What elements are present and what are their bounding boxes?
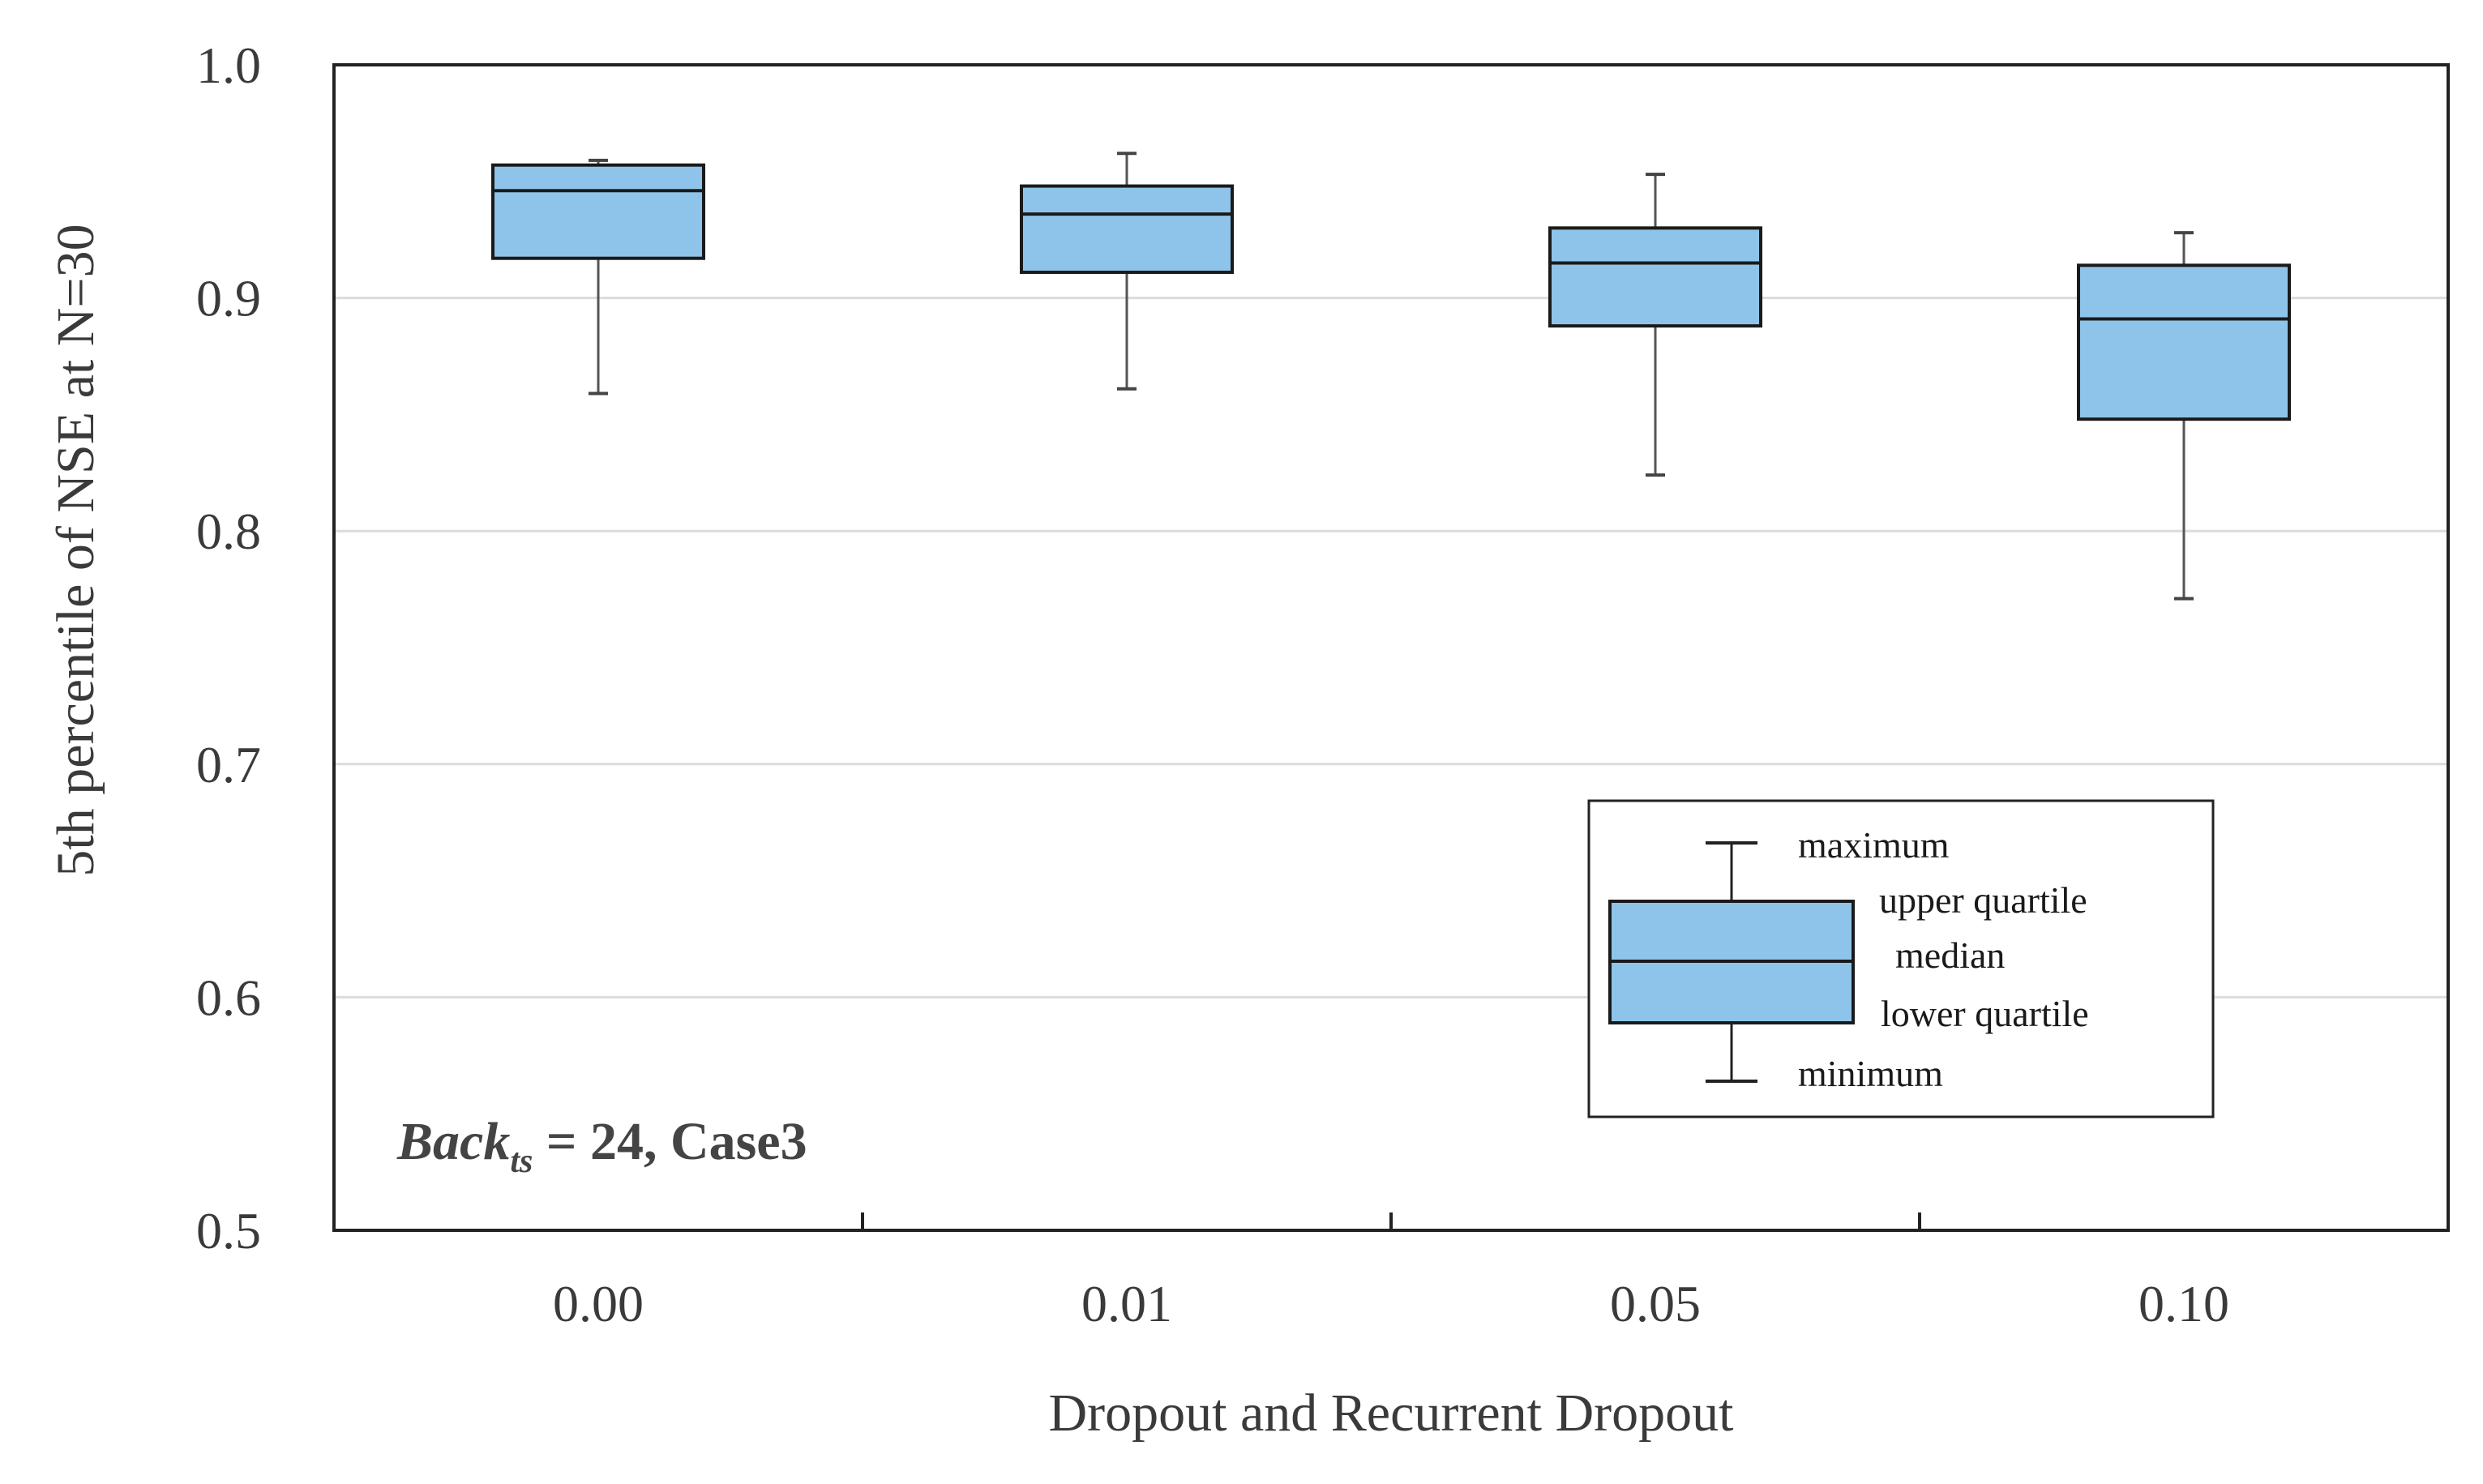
x-axis-tick-labels: 0.00 0.01 0.05 0.10 [553, 1275, 2229, 1332]
y-tick-label-0.9: 0.9 [196, 270, 261, 327]
case-annotation: Backts = 24, Case3 [396, 1112, 807, 1180]
x-tick-label-0.01: 0.01 [1081, 1275, 1172, 1332]
x-tick-label-0.00: 0.00 [553, 1275, 644, 1332]
x-axis-ticks [861, 1212, 1921, 1230]
iqr-box [491, 163, 705, 260]
box-0.01 [1020, 152, 1234, 391]
legend-label-median: median [1895, 934, 2005, 976]
legend-label-lower-quartile: lower quartile [1881, 993, 2089, 1034]
legend-label-maximum: maximum [1798, 824, 1950, 866]
legend-label-minimum: minimum [1798, 1053, 1943, 1094]
x-tick-label-0.05: 0.05 [1610, 1275, 1701, 1332]
y-axis-title: 5th percentile of NSE at N=30 [46, 224, 105, 876]
annotation-prefix: Back [396, 1112, 510, 1171]
y-tick-label-0.6: 0.6 [196, 969, 261, 1026]
annotation-suffix: = 24, Case3 [533, 1112, 807, 1171]
box-0.00 [491, 158, 705, 396]
x-axis-title: Dropout and Recurrent Dropout [1049, 1383, 1734, 1443]
iqr-box [1020, 184, 1234, 274]
y-axis-tick-labels: 0.5 0.6 0.7 0.8 0.9 1.0 [196, 36, 261, 1259]
box-0.05 [1548, 173, 1762, 477]
y-tick-label-0.8: 0.8 [196, 503, 261, 560]
x-tick-label-0.10: 0.10 [2138, 1275, 2229, 1332]
annotation-subscript: ts [510, 1143, 533, 1180]
box-series [491, 152, 2291, 601]
box-0.10 [2077, 231, 2291, 601]
iqr-box [2077, 263, 2291, 421]
legend: maximum upper quartile median lower quar… [1587, 799, 2215, 1118]
y-tick-label-0.5: 0.5 [196, 1202, 261, 1259]
legend-label-upper-quartile: upper quartile [1879, 879, 2087, 921]
iqr-box [1548, 226, 1762, 328]
y-tick-label-0.7: 0.7 [196, 736, 261, 793]
y-tick-label-1.0: 1.0 [196, 36, 261, 94]
